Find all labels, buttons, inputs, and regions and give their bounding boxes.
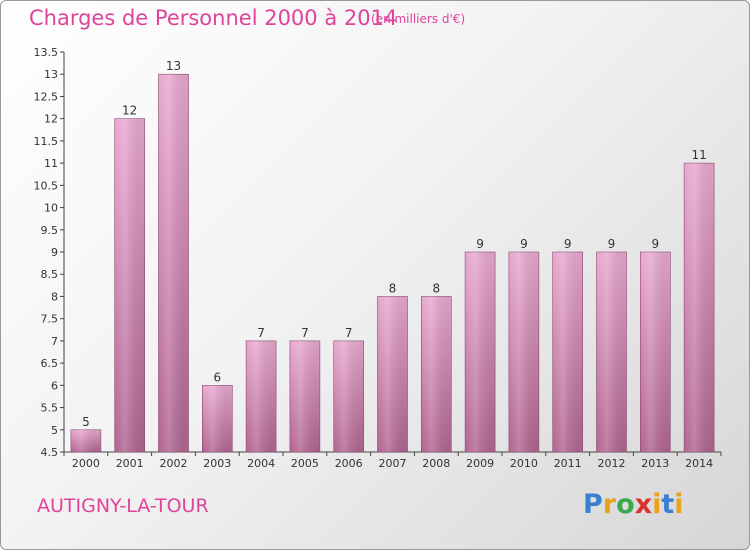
bar-value-label: 12 — [122, 104, 137, 118]
bar-value-label: 9 — [564, 237, 572, 251]
chart-bars — [70, 73, 715, 453]
y-tick-label: 13 — [44, 68, 58, 81]
y-tick-label: 12.5 — [34, 90, 59, 103]
bar-shine — [202, 385, 233, 452]
bar-value-label: 13 — [166, 59, 181, 73]
y-tick-label: 10.5 — [34, 179, 59, 192]
bar-value-label: 9 — [651, 237, 659, 251]
proxiti-logo[interactable]: Proxiti — [583, 489, 684, 520]
chart-axes: 4.5 5 5.5 6 6.5 7 7.5 8 8.5 9 9.5 10 10.5 11 11.5 12 12.… — [34, 46, 722, 459]
bar-value-label: 5 — [82, 415, 90, 429]
x-tick-label: 2007 — [379, 457, 407, 470]
bar-value-label: 6 — [213, 370, 221, 384]
y-tick-label: 9 — [51, 246, 58, 259]
y-tick-label: 11 — [44, 157, 58, 170]
bar-shine — [114, 118, 145, 453]
bar-value-label: 9 — [520, 237, 528, 251]
x-tick-label: 2005 — [291, 457, 319, 470]
y-tick-label: 13.5 — [34, 46, 59, 59]
bar-value-label: 7 — [345, 326, 353, 340]
chart-subtitle: (en milliers d'€) — [371, 12, 466, 26]
y-tick-label: 7.5 — [41, 313, 59, 326]
y-tick-label: 4.5 — [41, 446, 59, 459]
x-tick-label: 2011 — [554, 457, 582, 470]
x-tick-label: 2002 — [160, 457, 188, 470]
x-tick-label: 2014 — [685, 457, 713, 470]
x-tick-label: 2003 — [203, 457, 231, 470]
x-tick-label: 2012 — [598, 457, 626, 470]
bar-shine — [684, 163, 715, 452]
bar-value-label: 9 — [608, 237, 616, 251]
bar-shine — [246, 340, 277, 452]
x-tick-label: 2001 — [116, 457, 144, 470]
chart-labels: 2000 5 2001 12 2002 13 2003 6 2004 7 2005 7 2006 7 200… — [72, 59, 713, 470]
y-tick-label: 5 — [51, 424, 58, 437]
y-tick-label: 10 — [44, 202, 58, 215]
bar-value-label: 8 — [432, 281, 440, 295]
place-name: AUTIGNY-LA-TOUR — [37, 495, 209, 517]
bar-shine — [333, 340, 364, 452]
y-tick-label: 7 — [51, 335, 58, 348]
x-tick-label: 2013 — [641, 457, 669, 470]
y-tick-label: 5.5 — [41, 402, 59, 415]
x-tick-label: 2009 — [466, 457, 494, 470]
bar-value-label: 7 — [257, 326, 265, 340]
bar-value-label: 9 — [476, 237, 484, 251]
y-tick-label: 6 — [51, 379, 58, 392]
x-tick-label: 2006 — [335, 457, 363, 470]
x-tick-label: 2010 — [510, 457, 538, 470]
y-tick-label: 11.5 — [34, 135, 59, 148]
y-tick-label: 9.5 — [41, 224, 59, 237]
x-tick-label: 2004 — [247, 457, 275, 470]
x-tick-label: 2008 — [422, 457, 450, 470]
bar-shine — [508, 252, 539, 452]
bar-value-label: 8 — [389, 281, 397, 295]
x-tick-label: 2000 — [72, 457, 100, 470]
y-tick-label: 6.5 — [41, 357, 59, 370]
y-tick-label: 12 — [44, 113, 58, 126]
bar-shine — [70, 429, 101, 452]
bar-shine — [377, 296, 408, 452]
bar-shine — [465, 252, 496, 452]
bar-shine — [158, 74, 189, 452]
y-tick-label: 8 — [51, 290, 58, 303]
bar-shine — [289, 340, 320, 452]
bar-shine — [596, 252, 627, 452]
bar-shine — [421, 296, 452, 452]
bar-shine — [552, 252, 583, 452]
y-tick-label: 8.5 — [41, 268, 59, 281]
bar-shine — [640, 252, 671, 452]
bar-value-label: 7 — [301, 326, 309, 340]
bar-value-label: 11 — [691, 148, 706, 162]
chart-title: Charges de Personnel 2000 à 2014 — [29, 6, 398, 30]
